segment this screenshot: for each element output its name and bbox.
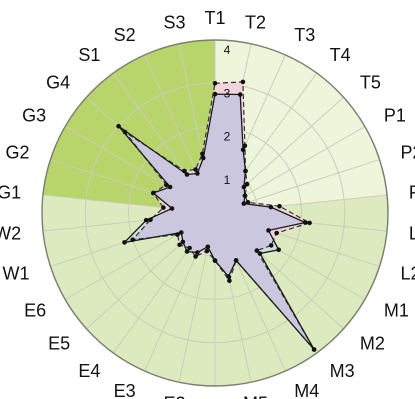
series-2-point-E1 — [212, 258, 218, 263]
series-1-point-T2 — [237, 92, 243, 97]
category-label-T2: T2 — [245, 12, 266, 32]
category-label-E6: E6 — [24, 301, 46, 321]
series-2-point-G1 — [161, 205, 166, 210]
series-1-point-M1 — [276, 247, 282, 253]
category-labels: T1T2T3T4T5P1P2P3L1L2M1M2M3M4M5E1E2E3E4E5… — [0, 8, 415, 399]
series-2-point-M5 — [227, 278, 232, 284]
series-1-point-E2 — [205, 244, 211, 250]
series-2-point-L1 — [307, 220, 312, 226]
radial-tick-4: 4 — [224, 43, 231, 57]
series-1-point-T1 — [212, 91, 218, 97]
series-2-point-W1 — [130, 237, 135, 242]
series-1-point-W2 — [143, 217, 149, 223]
series-2-point-M1 — [268, 243, 274, 248]
category-label-P3: P3 — [409, 183, 415, 203]
series-2-point-M4 — [233, 258, 239, 263]
series-1-point-T3 — [240, 147, 246, 153]
series-2-point-P1 — [242, 193, 248, 198]
category-label-E4: E4 — [78, 361, 100, 381]
series-2-point-E2 — [204, 248, 210, 254]
series-1-point-E3 — [195, 250, 200, 255]
category-label-L1: L1 — [409, 223, 415, 243]
category-label-W2: W2 — [0, 223, 21, 243]
series-1-point-W1 — [122, 240, 127, 245]
series-2-point-T2 — [240, 79, 246, 85]
series-1-point-S2 — [195, 171, 200, 176]
category-label-E5: E5 — [48, 334, 70, 354]
series-2-point-P2 — [245, 200, 251, 205]
category-label-E2: E2 — [163, 394, 185, 399]
outer-ring — [41, 39, 389, 387]
series-1-point-L1 — [303, 220, 308, 225]
category-label-G2: G2 — [5, 143, 29, 163]
series-1-point-G4 — [116, 123, 121, 129]
category-label-W1: W1 — [3, 263, 30, 283]
category-label-S1: S1 — [78, 45, 100, 65]
category-label-T4: T4 — [330, 45, 351, 65]
series-2-point-T5 — [244, 181, 250, 187]
series-1-point-T5 — [241, 184, 247, 190]
series-2-point-E3 — [193, 254, 198, 259]
series-2-point-M3 — [311, 347, 317, 352]
series-1-point-M2 — [257, 251, 263, 256]
category-label-T3: T3 — [294, 25, 315, 45]
category-label-G1: G1 — [0, 183, 21, 203]
radial-tick-1: 1 — [224, 173, 231, 187]
series-1-point-S1 — [184, 172, 190, 177]
series-2-point-T4 — [243, 168, 248, 174]
series-1-point-E5 — [180, 239, 186, 245]
series-2-point-T1 — [212, 81, 218, 86]
category-label-S2: S2 — [114, 25, 136, 45]
category-label-E3: E3 — [114, 381, 136, 399]
radial-tick-2: 2 — [224, 130, 231, 144]
series-2-point-M2 — [254, 248, 260, 253]
series-2-point-S2 — [193, 167, 198, 172]
series-1-point-G1 — [169, 206, 175, 211]
series-2-point-L2 — [274, 230, 280, 236]
category-label-M5: M5 — [243, 394, 268, 399]
series-1-point-P3 — [268, 204, 274, 210]
category-label-P2: P2 — [401, 143, 415, 163]
sector-light-0 — [215, 40, 388, 213]
series-1-point-E6 — [179, 230, 184, 235]
series-1-point-G3 — [167, 184, 173, 190]
series-2-point-G4 — [122, 129, 128, 135]
series-2-point-E4 — [187, 245, 192, 251]
series-1-point-P2 — [241, 201, 247, 206]
category-label-M1: M1 — [384, 301, 409, 321]
series-2-point-G3 — [164, 182, 169, 188]
series-overlap-area — [125, 94, 315, 350]
category-label-P1: P1 — [384, 106, 406, 126]
category-label-M3: M3 — [330, 361, 355, 381]
series-1-point-E4 — [184, 249, 190, 254]
category-label-M2: M2 — [360, 334, 385, 354]
series-2-point-S3 — [200, 151, 205, 157]
category-label-T1: T1 — [204, 8, 225, 28]
category-label-M4: M4 — [294, 381, 319, 399]
series-1-point-S3 — [201, 155, 206, 161]
series-2-point-S1 — [182, 168, 187, 174]
category-label-S3: S3 — [163, 12, 185, 32]
series-2-point-T3 — [242, 143, 248, 149]
series-2-point-W2 — [148, 217, 153, 223]
category-label-T5: T5 — [360, 73, 381, 93]
series-2-point-E6 — [175, 232, 180, 237]
series-2-point-P3 — [277, 203, 282, 209]
category-label-G4: G4 — [46, 73, 70, 93]
category-label-L2: L2 — [401, 263, 415, 283]
series-1-point-L2 — [266, 228, 271, 233]
category-label-G3: G3 — [22, 106, 46, 126]
series-2-point-G2 — [151, 190, 156, 196]
series-1-point-M5 — [226, 274, 231, 279]
data-series — [116, 79, 317, 352]
series-2-point-E5 — [177, 242, 182, 248]
radial-tick-3: 3 — [224, 86, 231, 100]
radial-tick-labels: 1 2 3 4 — [224, 43, 231, 187]
